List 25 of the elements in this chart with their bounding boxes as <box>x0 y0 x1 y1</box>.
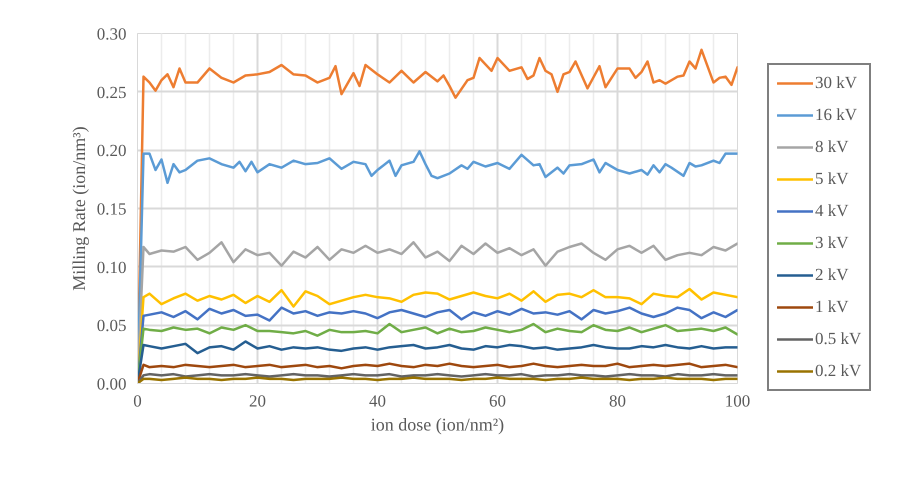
y-tick-label: 0.25 <box>96 82 126 102</box>
x-tick-label: 20 <box>249 392 266 410</box>
legend-label: 0.2 kV <box>815 361 862 381</box>
x-tick-label: 0 <box>133 392 142 410</box>
y-tick-label: 0.30 <box>96 24 126 44</box>
y-tick-label: 0.10 <box>96 258 126 277</box>
legend-label: 1 kV <box>815 297 849 317</box>
legend-label: 30 kV <box>815 73 858 93</box>
legend-label: 8 kV <box>815 137 849 157</box>
y-tick-label: 0.05 <box>96 316 126 336</box>
x-axis-title: ion dose (ion/nm²) <box>370 414 504 434</box>
x-tick-label: 80 <box>609 392 626 410</box>
x-tick-label: 40 <box>369 392 386 410</box>
legend-label: 5 kV <box>815 169 849 189</box>
legend-label: 3 kV <box>815 233 849 253</box>
y-axis-title: Milling Rate (ion/nm³) <box>68 126 89 291</box>
x-tick-label: 100 <box>724 392 750 410</box>
x-tick-label: 60 <box>489 392 506 410</box>
y-tick-label: 0.00 <box>96 374 126 394</box>
y-tick-label: 0.15 <box>96 200 126 218</box>
legend-label: 2 kV <box>815 265 849 285</box>
legend-label: 16 kV <box>815 105 858 125</box>
legend-label: 0.5 kV <box>815 329 862 349</box>
y-tick-label: 0.20 <box>96 141 126 160</box>
legend-label: 4 kV <box>815 201 849 221</box>
